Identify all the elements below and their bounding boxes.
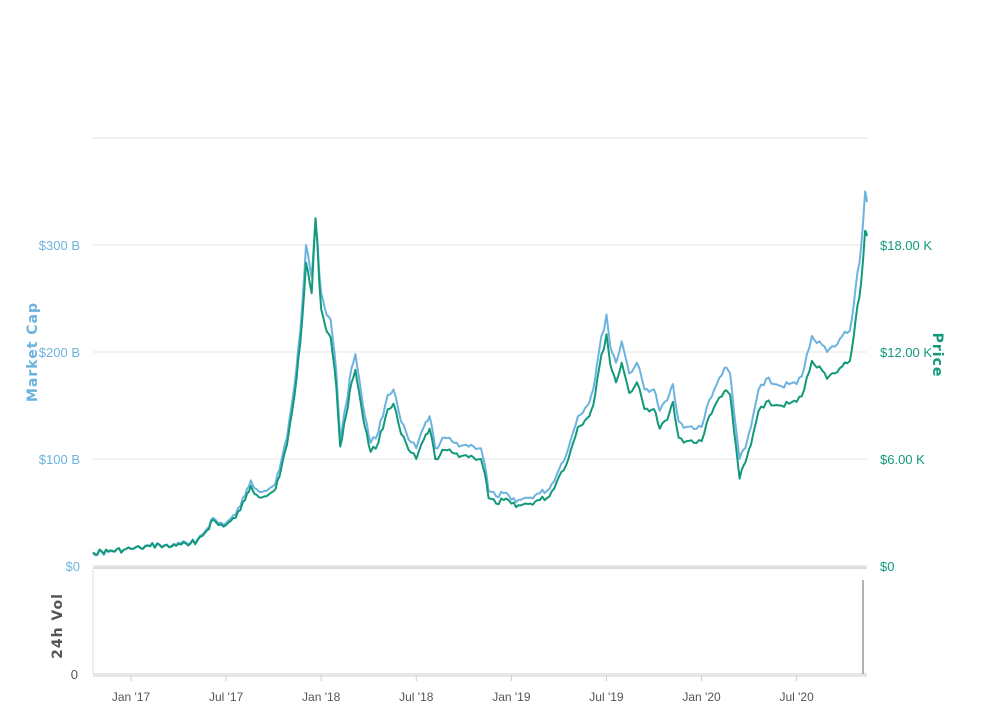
market-cap-tick-label: $0 (66, 559, 80, 574)
x-tick-label: Jan '18 (302, 690, 341, 704)
x-tick-label: Jan '17 (112, 690, 151, 704)
x-tick-label: Jul '20 (779, 690, 814, 704)
price-tick-label: $0 (880, 559, 894, 574)
market-cap-tick-label: $200 B (39, 345, 80, 360)
x-tick-label: Jul '19 (589, 690, 624, 704)
price-tick-label: $6.00 K (880, 452, 925, 467)
market-cap-tick-label: $300 B (39, 238, 80, 253)
volume-panel: 24h Vol 0 (50, 567, 867, 682)
volume-axis-title: 24h Vol (50, 593, 66, 659)
x-tick-label: Jul '18 (399, 690, 434, 704)
market-cap-axis-title: Market Cap (25, 302, 41, 402)
price-axis: $0 $6.00 K $12.00 K $18.00 K (880, 238, 932, 574)
x-tick-label: Jan '19 (492, 690, 531, 704)
price-line (92, 217, 868, 556)
x-tick-label: Jul '17 (209, 690, 244, 704)
market-cap-axis: $0 $100 B $200 B $300 B (39, 238, 80, 574)
price-axis-title: Price (929, 333, 945, 378)
x-tick-label: Jan '20 (682, 690, 721, 704)
price-tick-label: $18.00 K (880, 238, 932, 253)
series-layer (92, 190, 868, 557)
time-axis: Jan '17 Jul '17 Jan '18 Jul '18 Jan '19 Jul '… (93, 675, 867, 704)
price-tick-label: $12.00 K (880, 345, 932, 360)
volume-tick-zero: 0 (71, 667, 78, 682)
market-cap-tick-label: $100 B (39, 452, 80, 467)
market-cap-line (92, 190, 868, 557)
